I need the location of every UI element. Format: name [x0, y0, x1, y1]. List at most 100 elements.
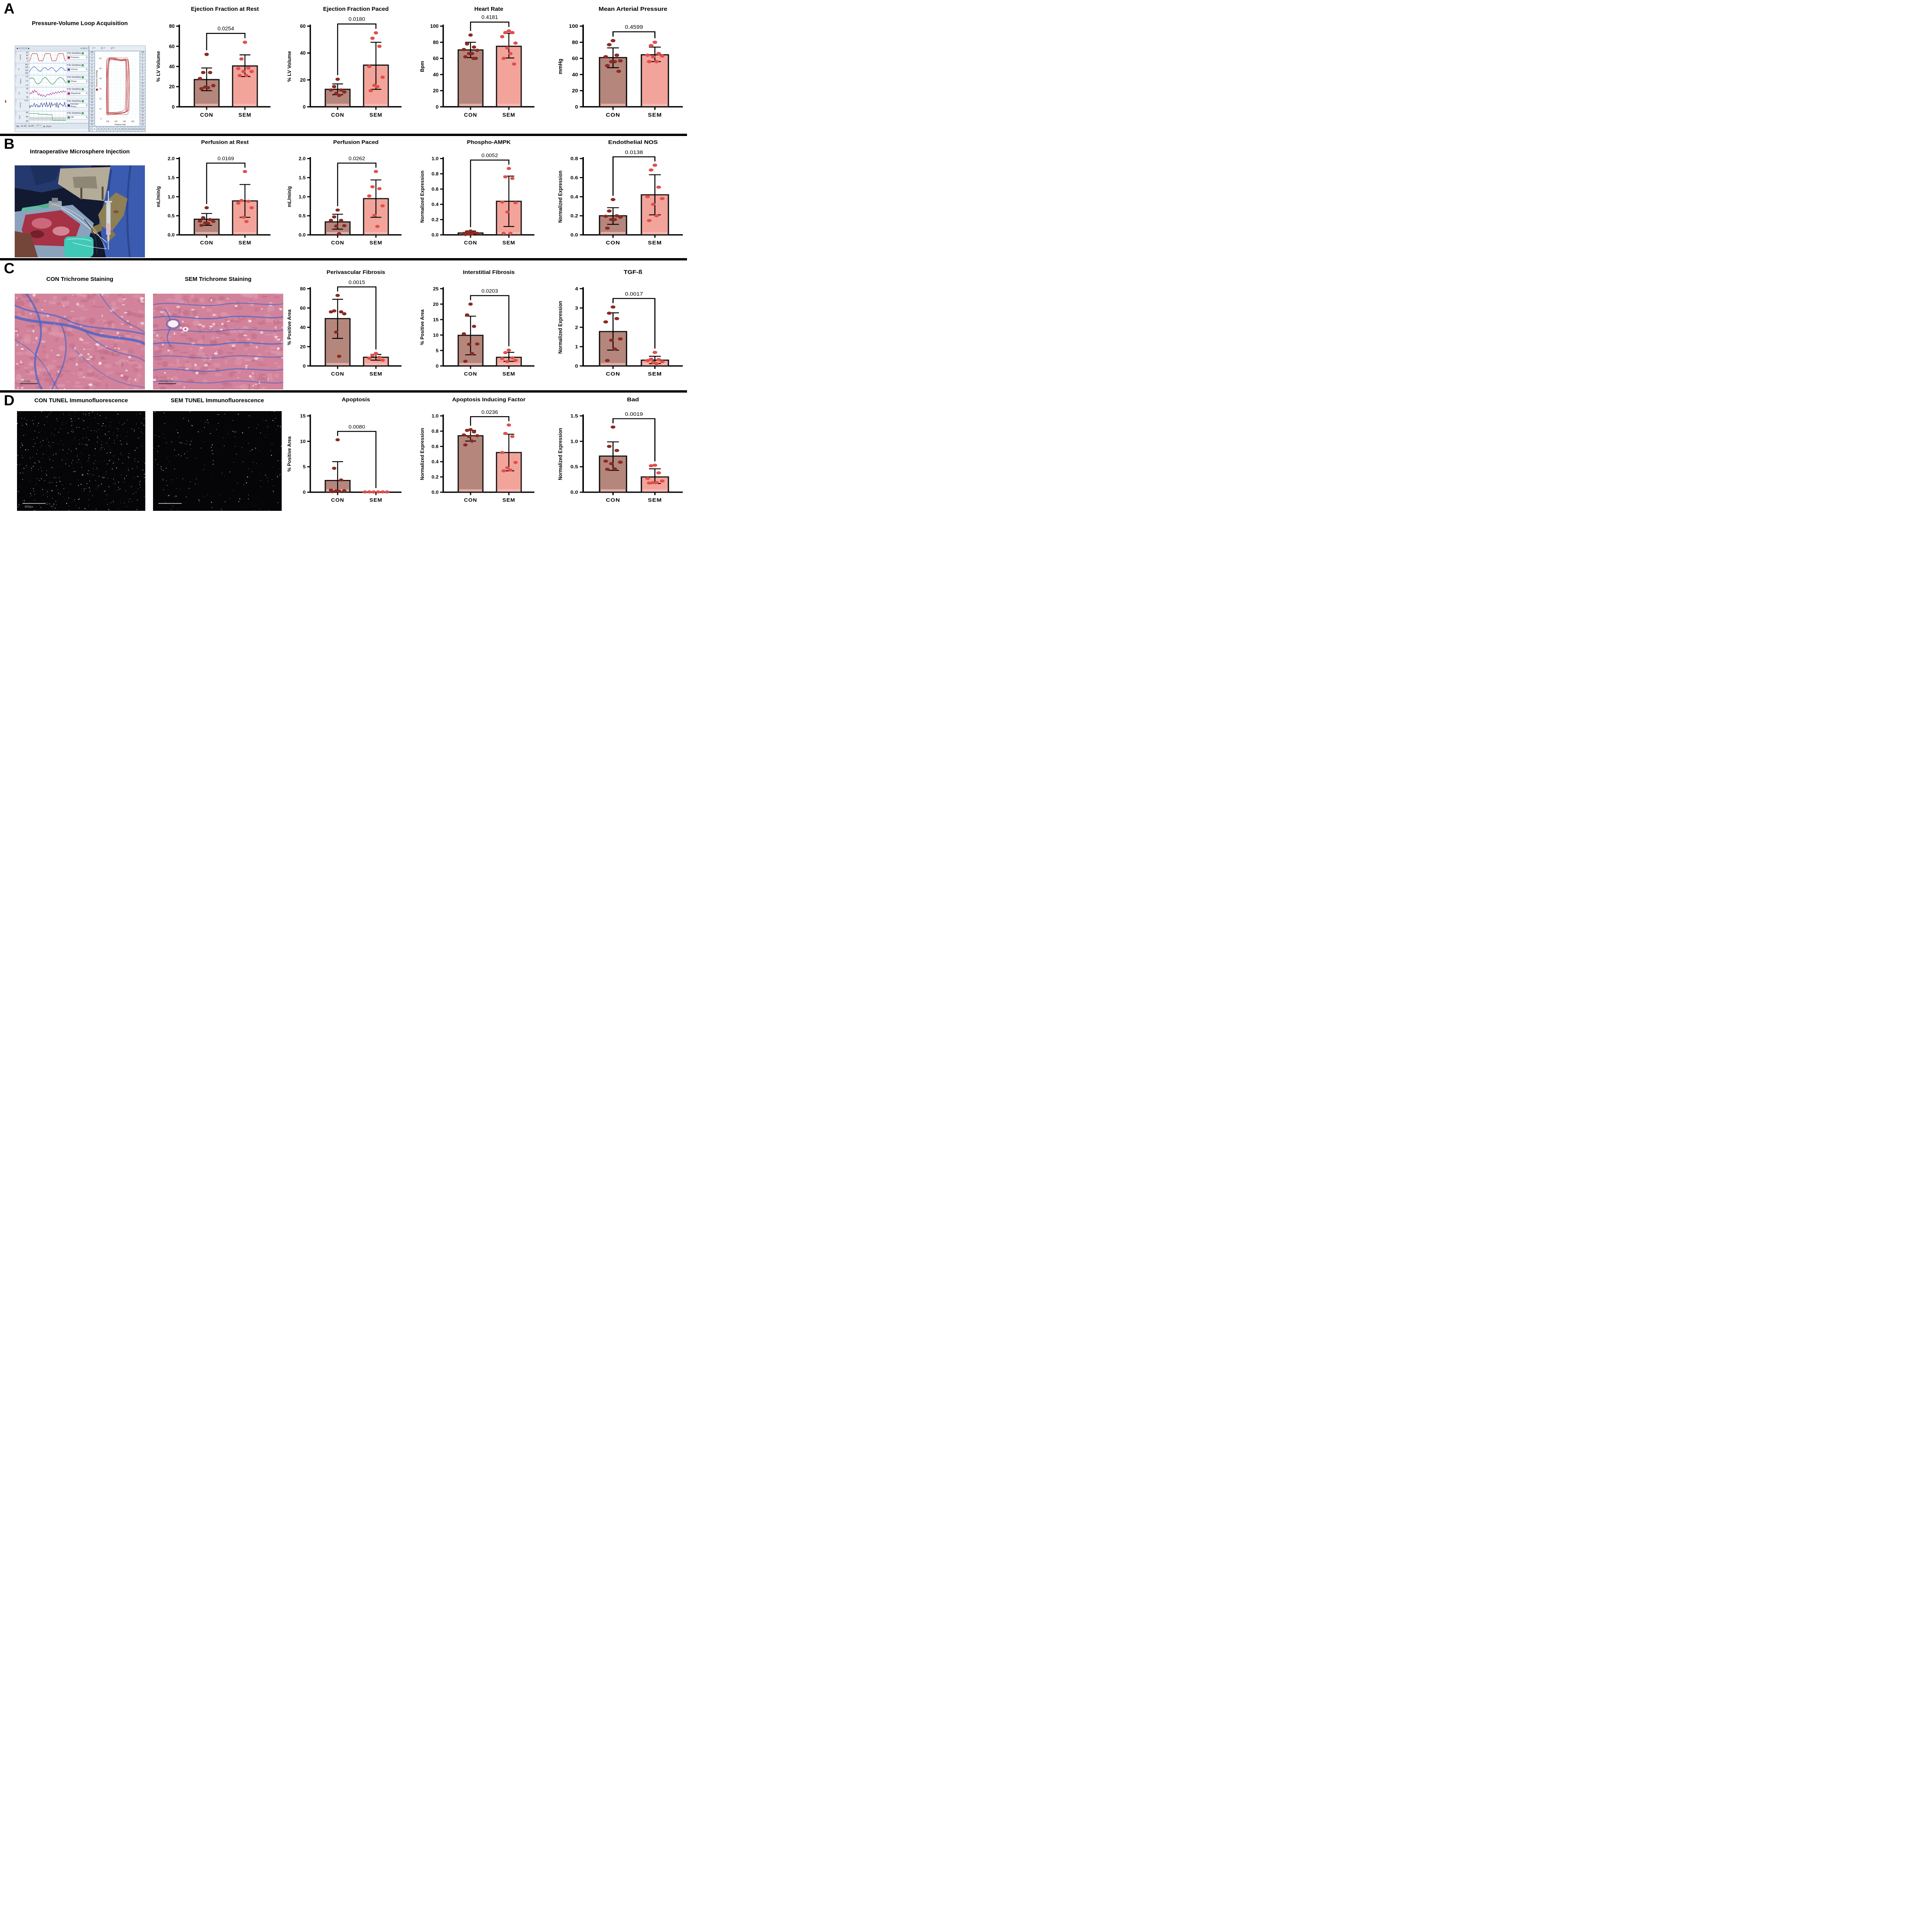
channel-name-dropdown[interactable]: Pressure ▾: [67, 55, 88, 60]
zoom-in-button[interactable]: +: [15, 78, 17, 80]
start-button[interactable]: ▶ Start: [43, 125, 51, 128]
channel-slot-left-2[interactable]: 2: [89, 57, 95, 61]
channel-slot-left-3[interactable]: 3: [89, 60, 95, 64]
channel-slot-right-2[interactable]: 2: [140, 57, 145, 61]
zoom-out-button[interactable]: −: [15, 104, 17, 106]
channel-menu-icon[interactable]: ▾: [15, 111, 17, 114]
channel-slot-right-15[interactable]: 15: [140, 98, 145, 101]
channel-menu-icon[interactable]: ▾: [15, 87, 17, 90]
channel-slot-left-18[interactable]: 18: [89, 107, 95, 111]
channel-slot-right-5[interactable]: 5: [140, 66, 145, 70]
zoom-in-button[interactable]: +: [15, 54, 17, 56]
zoom-out-button[interactable]: −: [15, 116, 17, 118]
pv-page-tab-10[interactable]: 10: [121, 127, 124, 132]
channel-slot-left-10[interactable]: 10: [89, 82, 95, 86]
channel-slot-right-7[interactable]: 7: [140, 73, 145, 76]
channel-slot-left-15[interactable]: 15: [89, 98, 95, 101]
compression-ratio[interactable]: 10:1: [35, 125, 42, 128]
channel-slot-right-23[interactable]: 23: [140, 123, 145, 126]
channel-slot-left-22[interactable]: 22: [89, 120, 95, 123]
pv-page-tab-7[interactable]: 7: [110, 127, 114, 132]
pv-page-tab-8[interactable]: 8: [114, 127, 117, 132]
zoom-in-button[interactable]: +: [15, 102, 17, 104]
channel-slot-left-13[interactable]: 13: [89, 92, 95, 95]
pv-page-tab-16[interactable]: 16: [141, 127, 145, 132]
pv-page-tab-1[interactable]: 1: [89, 127, 93, 132]
channel-slot-left-23[interactable]: 23: [89, 123, 95, 126]
channel-name-dropdown[interactable]: Phase ▾: [67, 79, 88, 83]
zoom-out-button[interactable]: −: [15, 92, 17, 94]
pv-page-tab-15[interactable]: 15: [138, 127, 142, 132]
channel-slot-left-8[interactable]: 8: [89, 76, 95, 80]
channel-slot-left-21[interactable]: 21: [89, 117, 95, 120]
channel-slot-right-16[interactable]: 16: [140, 101, 145, 105]
channel-slot-left-20[interactable]: 20: [89, 114, 95, 117]
pv-page-tab-3[interactable]: 3: [96, 127, 100, 132]
sampling-dropdown[interactable]: ▾ No Sampling: [67, 76, 81, 78]
channel-slot-left-11[interactable]: 11: [89, 85, 95, 89]
pv-page-tab-5[interactable]: 5: [103, 127, 107, 132]
pv-page-tab-11[interactable]: 11: [124, 127, 128, 132]
channel-slot-right-11[interactable]: 11: [140, 85, 145, 89]
zoom-in-button[interactable]: +: [15, 114, 17, 116]
zoom-in-button[interactable]: +: [15, 90, 17, 92]
marker-icon[interactable]: M▾: [16, 125, 20, 128]
sampling-dropdown[interactable]: ▾ No Sampling: [67, 88, 81, 90]
channel-slot-right-13[interactable]: 13: [140, 92, 145, 95]
channel-slot-left-4[interactable]: 4: [89, 63, 95, 67]
channel-slot-right-14[interactable]: 14: [140, 95, 145, 98]
channel-menu-icon[interactable]: ▾: [15, 51, 17, 54]
nav-left-icon[interactable]: ◀: [16, 48, 18, 50]
channel-name-dropdown[interactable]: HR ▾: [67, 115, 88, 119]
channel-slot-left-5[interactable]: 5: [89, 66, 95, 70]
channel-slot-right-1[interactable]: 1: [140, 54, 145, 58]
channel-slot-right-22[interactable]: 22: [140, 120, 145, 123]
channel-slot-left-17[interactable]: 17: [89, 104, 95, 108]
zoom-out-button[interactable]: −: [15, 56, 17, 58]
pv-page-tab-6[interactable]: 6: [107, 127, 111, 132]
sampling-dropdown[interactable]: ▾ No Sampling: [67, 64, 81, 66]
sampling-dropdown[interactable]: ▾ No Sampling: [67, 100, 81, 102]
channel-slot-right-3[interactable]: 3: [140, 60, 145, 64]
sampling-dropdown[interactable]: ▾ No Sampling: [67, 52, 81, 54]
channel-slot-left-14[interactable]: 14: [89, 95, 95, 98]
zoom-in-button[interactable]: +: [15, 66, 17, 68]
channel-slot-right-6[interactable]: 6: [140, 70, 145, 73]
channel-slot-right-17[interactable]: 17: [140, 104, 145, 108]
block-numbers[interactable]: 4 | 5 | 6: [19, 47, 27, 50]
pv-page-tab-13[interactable]: 13: [131, 127, 135, 132]
nav-right-icon[interactable]: ▶: [28, 48, 30, 50]
zoom-out-button[interactable]: −: [15, 68, 17, 70]
pv-page-tab-9[interactable]: 9: [117, 127, 121, 132]
channel-slot-left-7[interactable]: 7: [89, 73, 95, 76]
channel-slot-right-19[interactable]: 19: [140, 111, 145, 114]
channel-slot-left-9[interactable]: 9: [89, 79, 95, 83]
channel-slot-right-20[interactable]: 20: [140, 114, 145, 117]
channel-name-dropdown[interactable]: Magnitude ▾: [67, 91, 88, 95]
channel-slot-left-12[interactable]: 12: [89, 88, 95, 92]
channel-name-dropdown[interactable]: Volume ▾: [67, 67, 88, 71]
channel-slot-left-Off[interactable]: Off: [89, 51, 95, 54]
channel-name-dropdown[interactable]: Femoral Press... ▾: [67, 103, 88, 108]
channel-slot-left-6[interactable]: 6: [89, 70, 95, 73]
pv-page-tab-14[interactable]: 14: [134, 127, 138, 132]
pv-page-tab-12[interactable]: 12: [128, 127, 131, 132]
channel-slot-left-1[interactable]: 1: [89, 54, 95, 58]
channel-slot-right-12[interactable]: 12: [140, 88, 145, 92]
pv-page-tab-2[interactable]: 2: [93, 127, 97, 132]
channel-slot-right-10[interactable]: 10: [140, 82, 145, 86]
channel-menu-icon[interactable]: ▾: [15, 63, 17, 66]
sampling-dropdown[interactable]: ▾ No Sampling: [67, 112, 81, 114]
channel-menu-icon[interactable]: ▾: [15, 99, 17, 102]
channel-slot-right-9[interactable]: 9: [140, 79, 145, 83]
channel-slot-left-16[interactable]: 16: [89, 101, 95, 105]
channel-slot-left-19[interactable]: 19: [89, 111, 95, 114]
channel-slot-right-4[interactable]: 4: [140, 63, 145, 67]
channel-slot-right-Off[interactable]: Off: [140, 51, 145, 54]
rate-dropdown[interactable]: ▾ 1k /s: [80, 48, 87, 50]
pv-page-tab-4[interactable]: 4: [100, 127, 104, 132]
channel-menu-icon[interactable]: ▾: [15, 75, 17, 78]
channel-slot-right-8[interactable]: 8: [140, 76, 145, 80]
zoom-out-button[interactable]: −: [15, 80, 17, 82]
channel-slot-right-21[interactable]: 21: [140, 117, 145, 120]
